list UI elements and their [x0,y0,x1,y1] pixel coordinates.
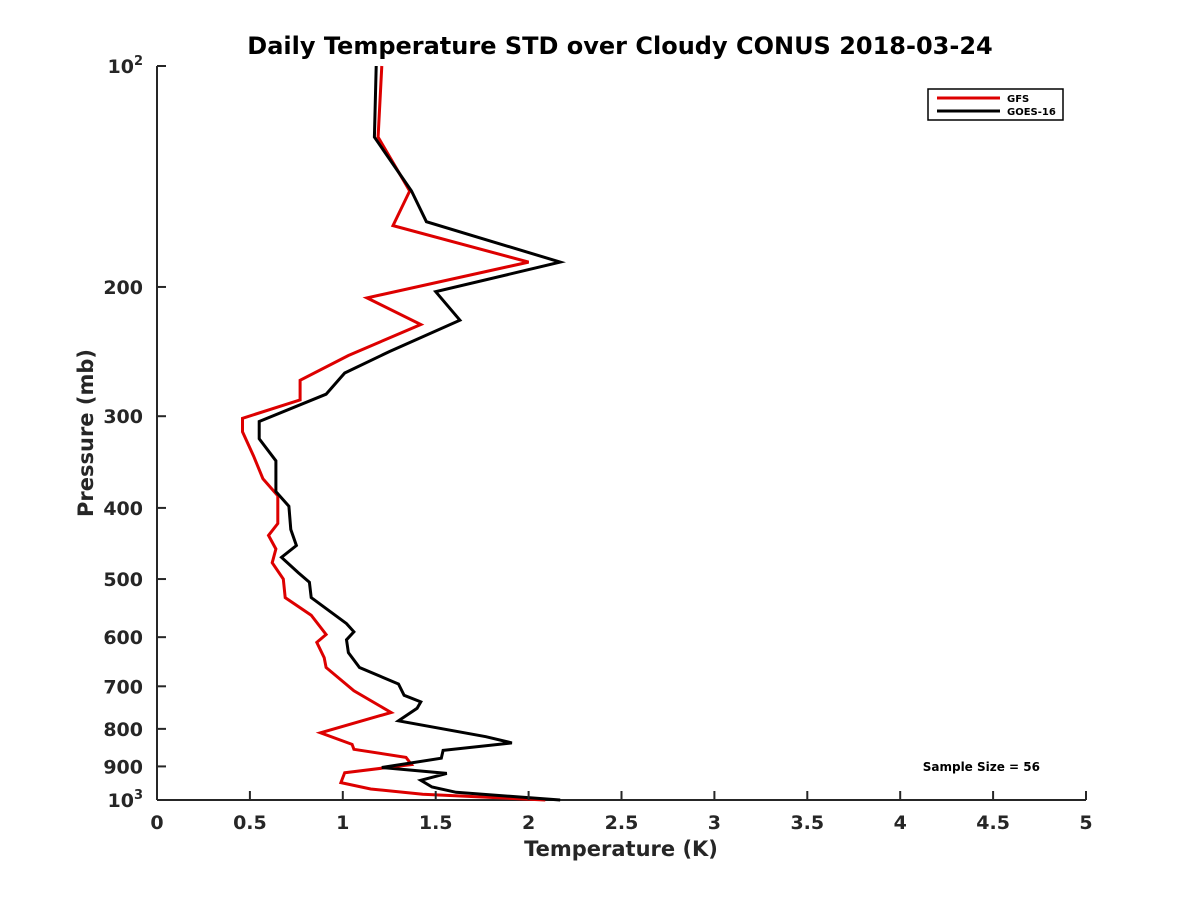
x-tick-label: 2.5 [605,812,639,834]
x-tick-label: 3 [708,812,721,834]
x-tick-label: 5 [1079,812,1092,834]
x-tick-label: 1.5 [419,812,453,834]
y-tick-label: 200 [103,277,143,299]
y-tick-label: 400 [103,498,143,520]
x-tick-label: 4 [894,812,907,834]
y-tick-label: 102 [108,54,144,78]
x-tick-label: 4.5 [976,812,1010,834]
x-axis-label: Temperature (K) [524,837,718,861]
series-line-gfs [241,65,546,802]
y-tick-label: 600 [103,627,143,649]
y-axis-ticks: 102 200 300 400 500 600 700 800 900 103 [103,54,166,812]
y-tick-label: 700 [103,676,143,698]
x-tick-label: 1 [336,812,349,834]
chart-title: Daily Temperature STD over Cloudy CONUS … [247,32,992,60]
y-tick-label: 800 [103,719,143,741]
y-tick-label: 500 [103,569,143,591]
x-tick-label: 0 [150,812,163,834]
x-tick-label: 3.5 [790,812,824,834]
legend-label: GFS [1007,94,1029,105]
legend: GFS GOES-16 [927,88,1064,121]
series-line-goes-16 [257,65,566,802]
series-layer [241,65,566,802]
plot-area [156,65,1086,802]
legend-label: GOES-16 [1007,107,1056,118]
y-tick-label: 300 [103,406,143,428]
x-axis-ticks: 0 0.5 1 1.5 2 2.5 3 3.5 4 4.5 5 [150,791,1093,834]
x-tick-label: 2 [522,812,535,834]
legend-box [927,88,1064,121]
y-axis-label: Pressure (mb) [74,349,98,517]
x-tick-label: 0.5 [233,812,267,834]
y-tick-label: 900 [103,756,143,778]
y-tick-label: 103 [108,788,144,812]
sample-size-annotation: Sample Size = 56 [923,760,1040,774]
